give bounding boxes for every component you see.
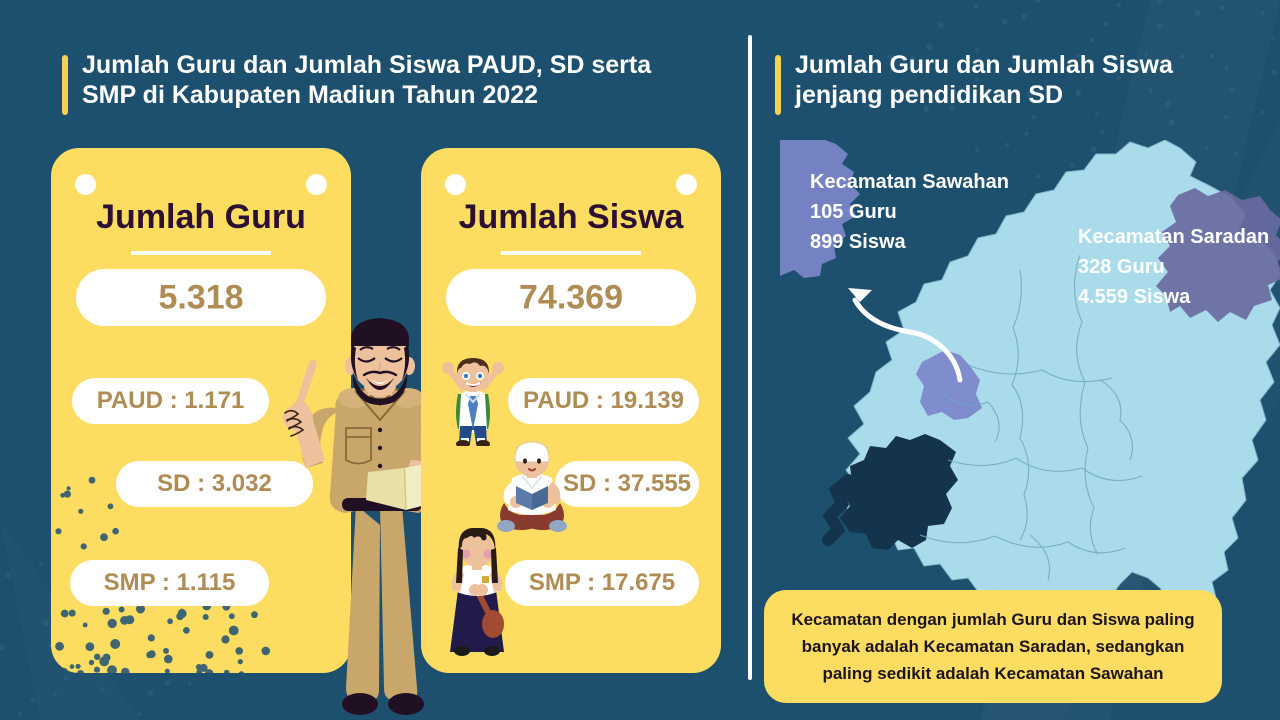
svg-text:4.559 Siswa: 4.559 Siswa: [1078, 286, 1191, 308]
svg-text:899 Siswa: 899 Siswa: [810, 231, 907, 253]
svg-text:328 Guru: 328 Guru: [1078, 256, 1165, 278]
svg-text:105 Guru: 105 Guru: [810, 201, 897, 223]
svg-text:Kecamatan Sawahan: Kecamatan Sawahan: [810, 171, 1009, 193]
svg-text:Kecamatan Saradan: Kecamatan Saradan: [1078, 226, 1269, 248]
